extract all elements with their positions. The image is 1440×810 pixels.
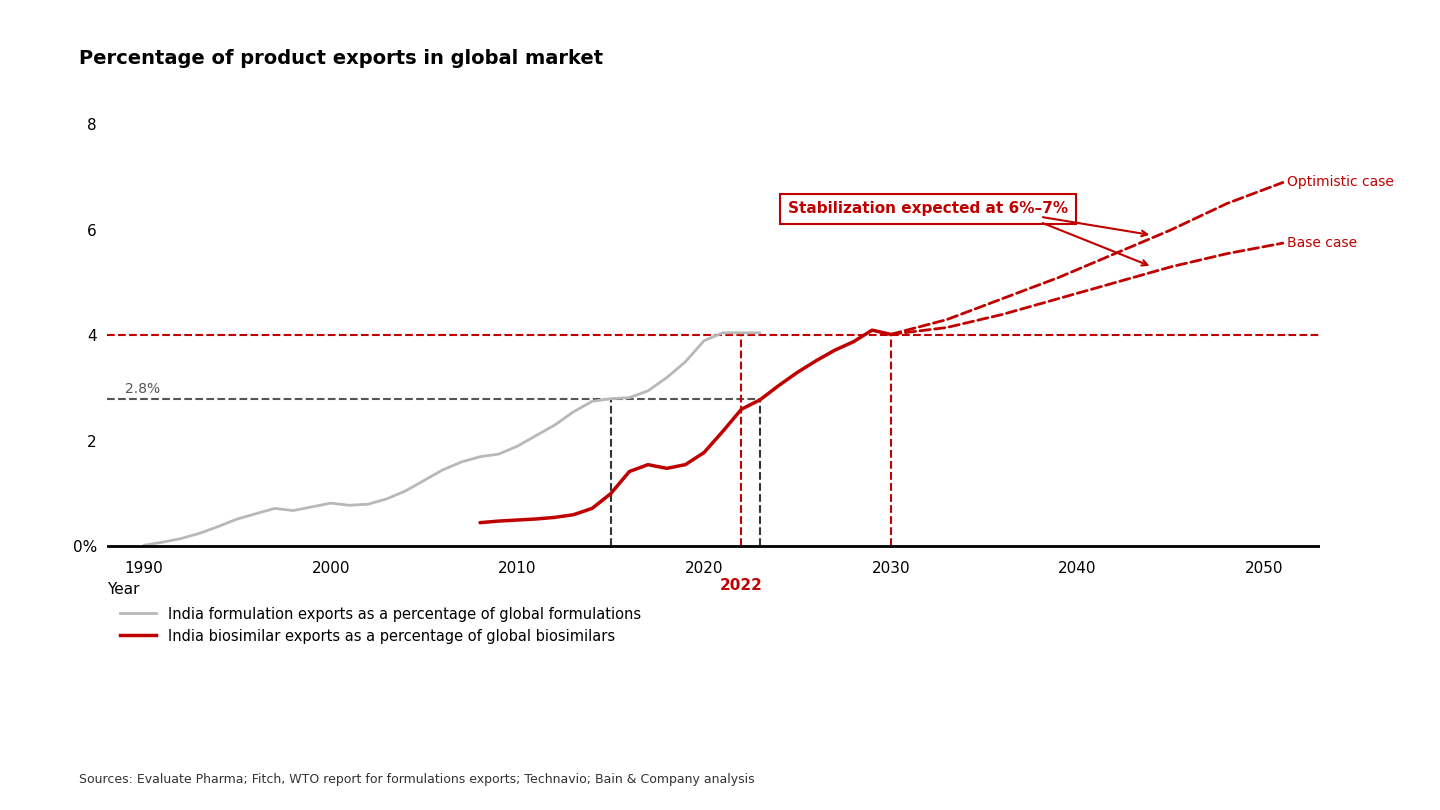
Text: Percentage of product exports in global market: Percentage of product exports in global … (79, 49, 603, 67)
Text: Optimistic case: Optimistic case (1286, 176, 1394, 190)
Text: Sources: Evaluate Pharma; Fitch, WTO report for formulations exports; Technavio;: Sources: Evaluate Pharma; Fitch, WTO rep… (79, 773, 755, 786)
X-axis label: Year: Year (107, 582, 140, 597)
Text: Base case: Base case (1286, 237, 1356, 250)
Text: 2.8%: 2.8% (125, 382, 160, 396)
Text: Stabilization expected at 6%–7%: Stabilization expected at 6%–7% (788, 202, 1068, 216)
Legend: India formulation exports as a percentage of global formulations, India biosimil: India formulation exports as a percentag… (114, 601, 647, 650)
Text: 2022: 2022 (720, 578, 763, 593)
